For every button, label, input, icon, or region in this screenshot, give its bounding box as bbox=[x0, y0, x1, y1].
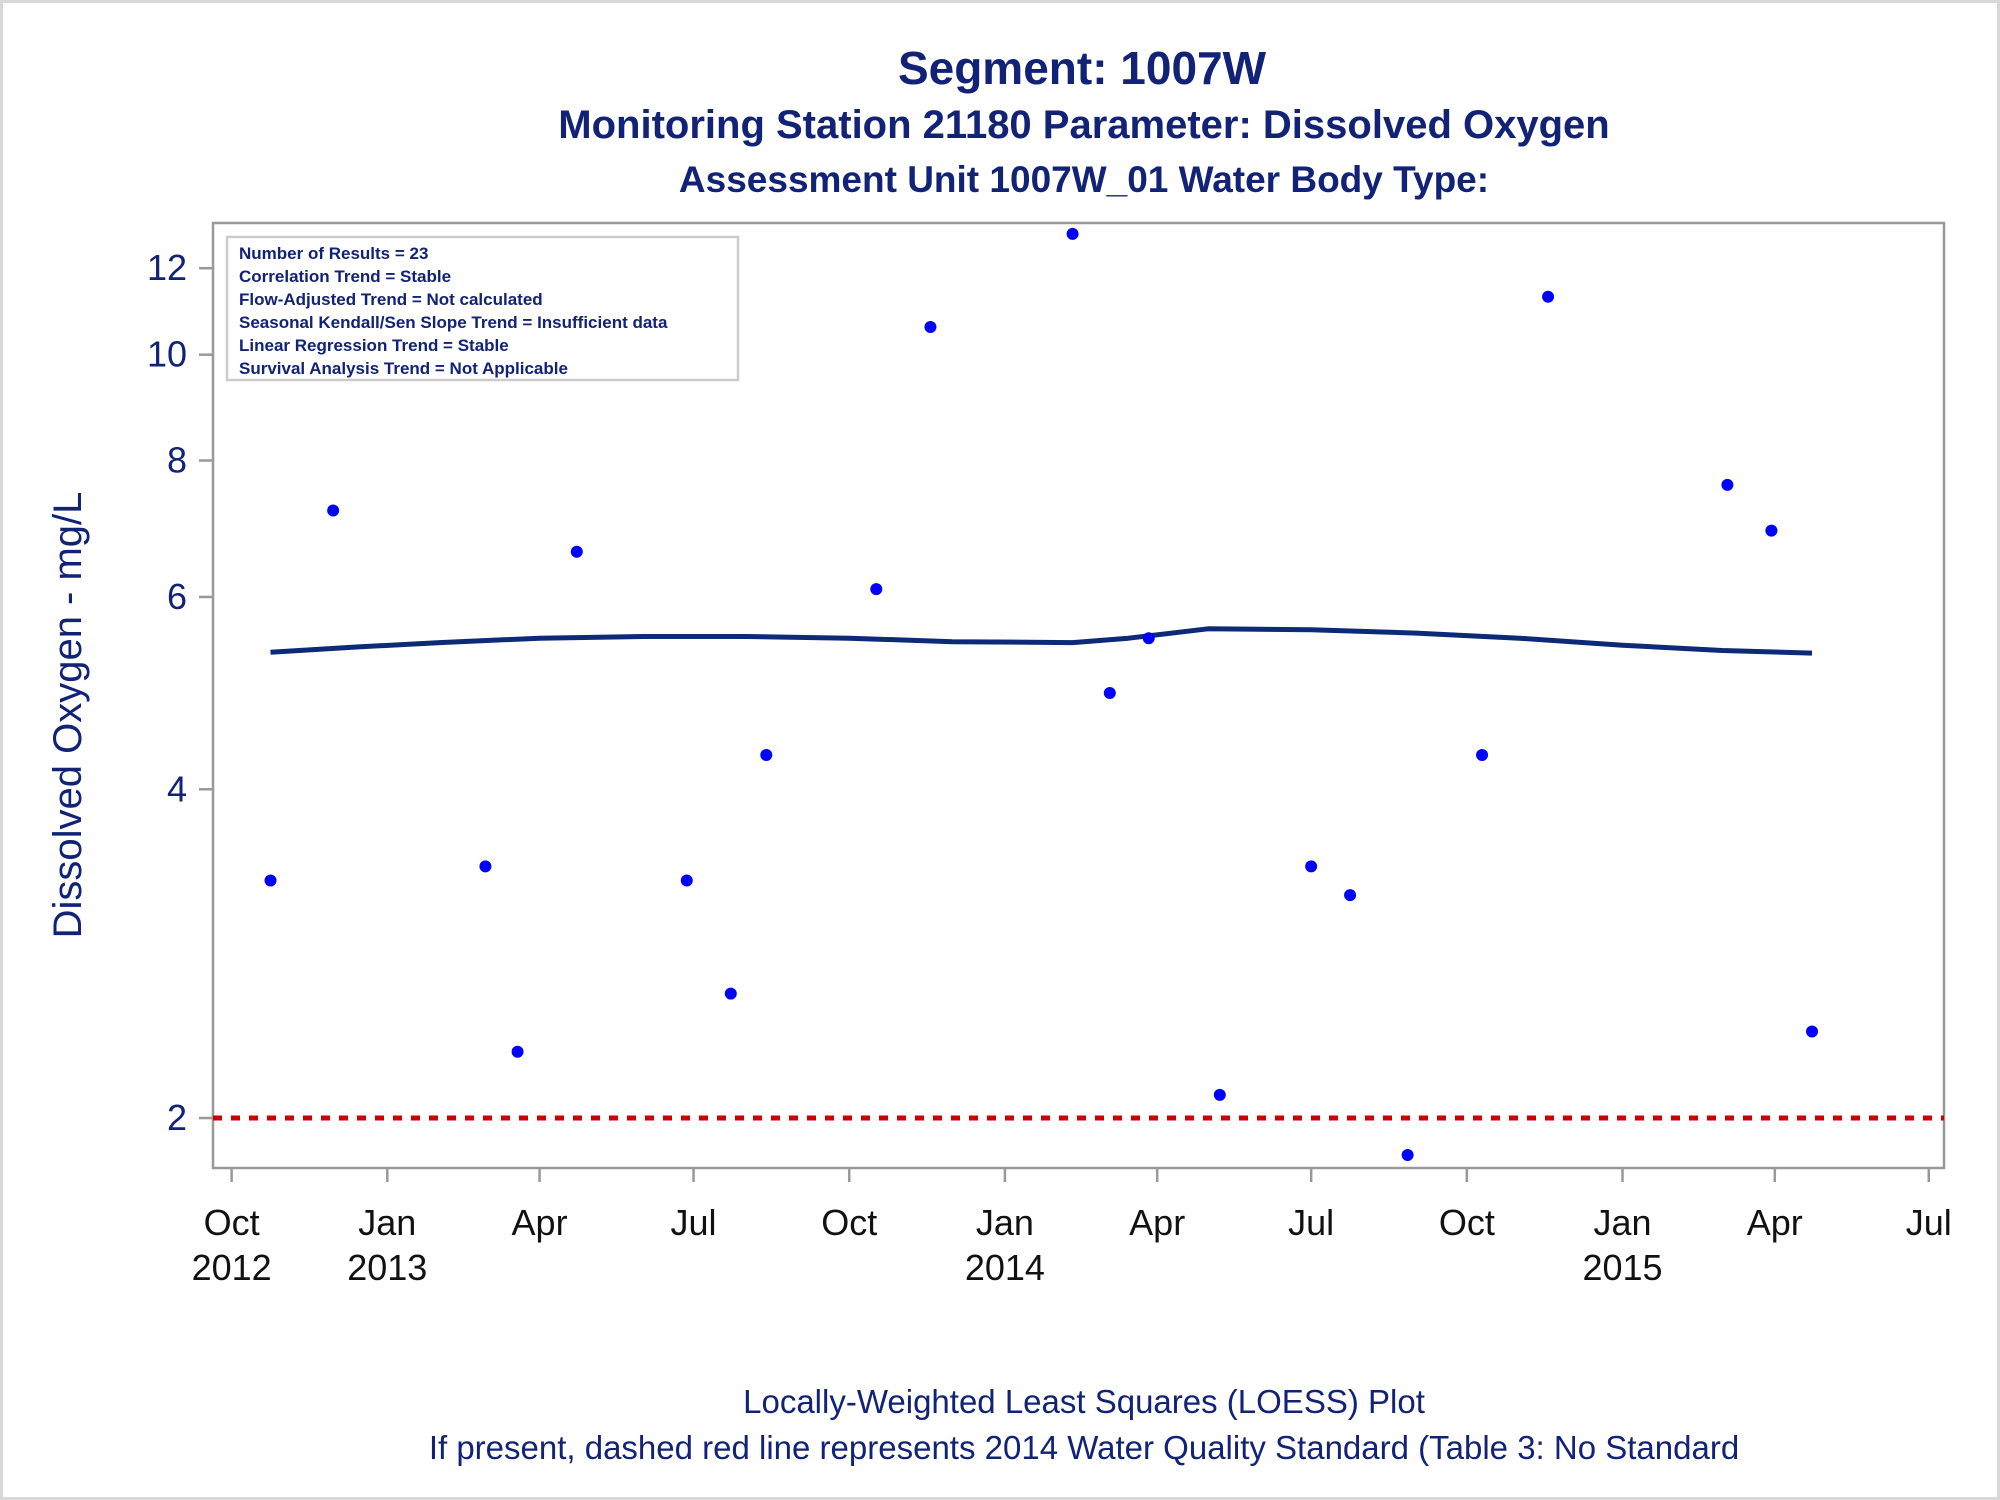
data-point bbox=[1721, 478, 1734, 491]
data-point bbox=[1806, 1025, 1819, 1038]
y-tick-label: 10 bbox=[147, 334, 187, 375]
x-tick-label: Oct bbox=[204, 1202, 260, 1243]
data-point bbox=[570, 545, 583, 558]
x-tick-label: Apr bbox=[512, 1202, 568, 1243]
y-tick-label: 12 bbox=[147, 247, 187, 288]
chart-subtitle: Monitoring Station 21180 Parameter: Diss… bbox=[558, 103, 1610, 147]
loess-curve bbox=[270, 626, 1813, 656]
x-tick-label: Oct bbox=[1439, 1202, 1495, 1243]
inset-line-3: Flow-Adjusted Trend = Not calculated bbox=[239, 290, 543, 309]
data-point bbox=[924, 321, 937, 334]
x-tick-label: Jul bbox=[1288, 1202, 1334, 1243]
x-tick-label: Apr bbox=[1129, 1202, 1185, 1243]
y-tick-label: 8 bbox=[167, 440, 187, 481]
inset-line-4: Seasonal Kendall/Sen Slope Trend = Insuf… bbox=[239, 313, 668, 332]
footnote-1: Locally-Weighted Least Squares (LOESS) P… bbox=[743, 1383, 1425, 1420]
data-point bbox=[1344, 889, 1357, 902]
footnote-2: If present, dashed red line represents 2… bbox=[428, 1429, 1740, 1466]
inset-line-1: Number of Results = 23 bbox=[239, 244, 428, 263]
data-point bbox=[1765, 524, 1778, 537]
data-point bbox=[1476, 748, 1489, 761]
stats-inset: Number of Results = 23 Correlation Trend… bbox=[225, 235, 740, 382]
data-point bbox=[724, 987, 737, 1000]
x-tick-year-label: 2014 bbox=[965, 1247, 1045, 1288]
data-point bbox=[1142, 632, 1155, 645]
stats-inset-box bbox=[225, 235, 740, 382]
data-point bbox=[1103, 687, 1116, 700]
chart-subtitle-2: Assessment Unit 1007W_01 Water Body Type… bbox=[678, 159, 1490, 200]
y-axis-label: Dissolved Oxygen - mg/L bbox=[46, 492, 90, 939]
x-tick-label: Jan bbox=[358, 1202, 416, 1243]
data-point bbox=[479, 860, 492, 873]
data-point bbox=[1066, 227, 1079, 240]
x-tick-label: Jan bbox=[1593, 1202, 1651, 1243]
x-tick-label: Oct bbox=[821, 1202, 877, 1243]
x-tick-label: Jul bbox=[1906, 1202, 1952, 1243]
data-point bbox=[327, 504, 340, 517]
y-tick-label: 4 bbox=[167, 768, 187, 809]
y-tick-label: 6 bbox=[167, 576, 187, 617]
data-point bbox=[1401, 1149, 1414, 1162]
data-point bbox=[870, 583, 883, 596]
loess-line bbox=[270, 626, 1813, 656]
x-tick-label: Jan bbox=[976, 1202, 1034, 1243]
data-point bbox=[1213, 1088, 1226, 1101]
x-tick-year-label: 2012 bbox=[192, 1247, 272, 1288]
inset-line-6: Survival Analysis Trend = Not Applicable bbox=[239, 359, 568, 378]
plot-area bbox=[211, 221, 1946, 1170]
inset-line-2: Correlation Trend = Stable bbox=[239, 267, 451, 286]
chart-title: Segment: 1007W bbox=[897, 42, 1267, 94]
data-point bbox=[1305, 860, 1318, 873]
data-point bbox=[264, 874, 277, 887]
x-tick-year-label: 2013 bbox=[347, 1247, 427, 1288]
x-tick-label: Jul bbox=[671, 1202, 717, 1243]
data-points bbox=[264, 227, 1819, 1162]
data-point bbox=[511, 1045, 524, 1058]
y-axis: 2 4 6 8 10 12 bbox=[147, 247, 213, 1138]
y-tick-label: 2 bbox=[167, 1097, 187, 1138]
x-tick-year-label: 2015 bbox=[1582, 1247, 1662, 1288]
data-point bbox=[760, 748, 773, 761]
inset-line-5: Linear Regression Trend = Stable bbox=[239, 336, 509, 355]
data-point bbox=[1542, 290, 1555, 303]
x-tick-label: Apr bbox=[1747, 1202, 1803, 1243]
data-point bbox=[680, 874, 693, 887]
